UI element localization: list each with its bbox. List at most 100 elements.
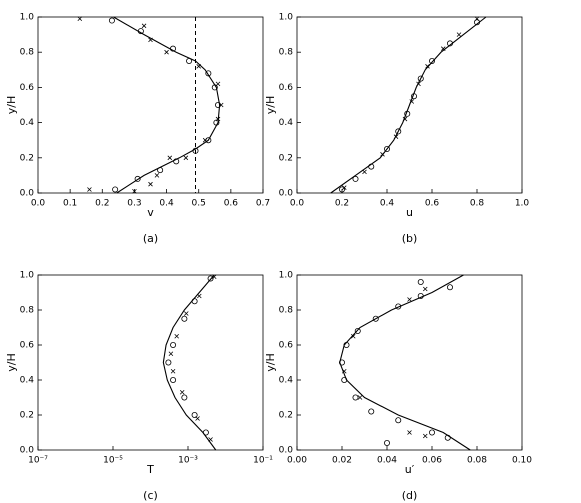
y-tick-label: 0.8 [20,48,35,58]
x-tick-label: 0.0 [31,199,46,209]
circle-marker [170,341,177,348]
x-tick-label: 10⁻⁷ [28,456,48,466]
circle-marker [446,284,453,291]
y-tick-label: 1.0 [20,271,35,281]
circle-marker [165,359,172,366]
x-tick-label: 0.7 [256,199,270,209]
y-tick-label: 0.6 [20,83,35,93]
circle-marker [444,434,451,441]
y-tick-label: 0.4 [279,118,294,128]
circle-marker [169,45,176,52]
cross-marker [77,16,83,22]
y-tick-label: 0.2 [20,153,34,163]
y-tick-label: 0.4 [20,118,35,128]
circle-marker [428,58,435,65]
x-tick-label: 0.10 [512,456,532,466]
x-tick-label: 10⁻⁵ [103,456,123,466]
y-tick-label: 0.0 [20,189,35,199]
cross-marker [409,99,415,104]
cross-marker [422,433,428,439]
x-tick-label: 0.06 [422,456,442,466]
x-tick-label: 0.6 [425,199,440,209]
x-tick-label: 0.4 [159,199,174,209]
circle-marker [137,28,144,35]
circle-marker [207,275,214,282]
caption: (d) [402,489,418,502]
circle-marker [211,84,218,91]
y-tick-label: 1.0 [20,13,35,23]
cross-marker [425,63,430,69]
cross-marker [87,187,92,192]
y-tick-label: 0.6 [279,83,294,93]
cross-marker [440,46,446,51]
cross-marker [407,297,412,302]
circle-marker [417,292,424,299]
x-tick-label: 0.02 [332,456,352,466]
caption: (a) [143,232,158,245]
cross-marker [202,137,208,143]
curve [339,274,471,451]
circle-marker [354,327,361,334]
x-tick-label: 0.08 [467,456,487,466]
circle-marker [395,417,402,424]
cross-marker [196,63,201,69]
y-axis-label: y/H [5,96,18,115]
circle-marker [338,359,345,366]
circle-marker [191,411,198,418]
x-tick-label: 0.3 [127,199,141,209]
circle-marker [157,167,164,174]
cross-marker [456,32,462,37]
y-axis-label: y/H [264,96,277,115]
y-tick-label: 1.0 [279,13,294,23]
cross-marker [393,134,399,139]
circle-marker [181,315,188,322]
cross-marker [195,416,200,421]
plot-frame [296,16,523,194]
circle-marker [383,145,390,152]
circle-marker [352,175,359,182]
cross-marker [167,155,173,161]
cross-marker [422,286,428,292]
circle-marker [341,376,348,383]
x-tick-label: 0.2 [95,199,109,209]
y-tick-label: 0.8 [279,48,294,58]
circle-marker [181,394,188,401]
cross-marker [164,49,169,55]
cross-marker [211,274,217,280]
circle-marker [395,303,402,310]
cross-marker [474,16,480,22]
circle-marker [170,376,177,383]
y-tick-label: 0.4 [20,376,35,386]
cross-marker [357,395,363,400]
x-tick-label: 0.6 [224,199,239,209]
x-tick-label: 0.00 [287,456,307,466]
circle-marker [112,186,119,193]
cross-marker [350,333,356,339]
x-axis-label: T [146,463,154,476]
x-tick-label: 10⁻¹ [253,456,273,466]
x-axis-label: u′ [405,463,415,476]
circle-marker [192,147,199,154]
cross-marker [416,81,421,87]
cross-marker [179,389,185,395]
circle-marker [395,128,402,135]
circle-marker [368,408,375,415]
y-tick-label: 0.2 [279,153,293,163]
cross-marker [197,293,202,299]
circle-marker [338,186,345,193]
circle-marker [404,110,411,117]
y-tick-label: 0.6 [20,341,35,351]
y-tick-label: 0.2 [279,411,293,421]
x-tick-label: 0.4 [380,199,395,209]
x-axis-label: u [406,206,413,219]
cross-marker [362,169,367,175]
y-tick-label: 0.2 [20,411,34,421]
cross-marker [168,351,174,357]
circle-marker [214,102,221,109]
curve [162,274,217,451]
cross-marker [341,185,347,191]
curve [113,16,221,194]
caption: (c) [143,489,158,502]
y-axis-label: y/H [264,353,277,372]
